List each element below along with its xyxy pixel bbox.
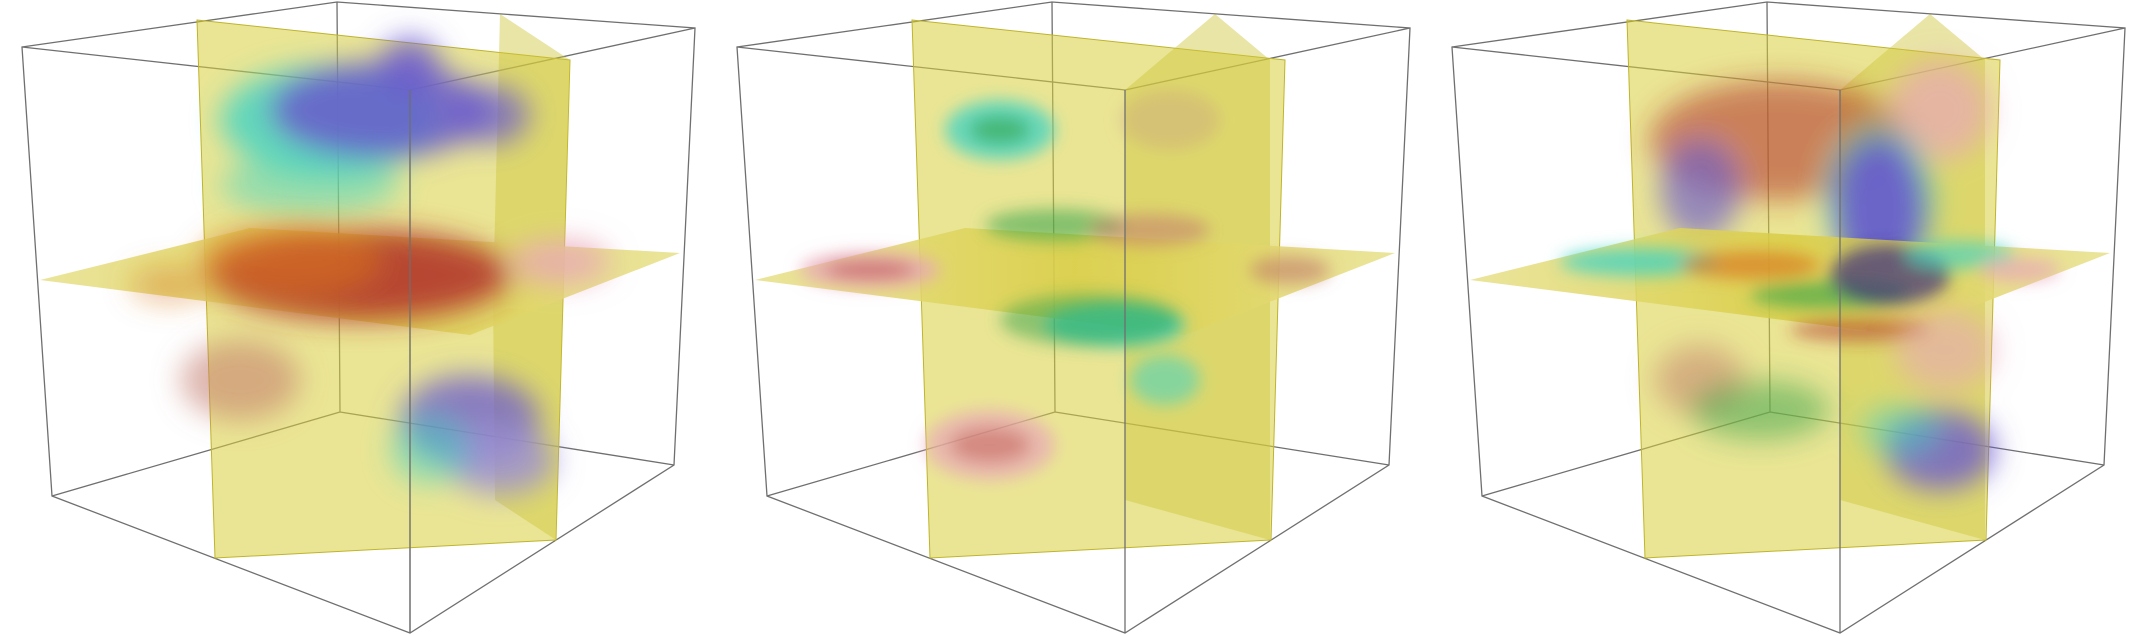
field-blobs-upper [1650, 60, 1990, 280]
field-blobs-middle [130, 225, 610, 320]
field-blobs-middle [1560, 241, 2060, 342]
field-blobs-lower [180, 340, 555, 495]
field-blobs-middle [800, 209, 1330, 347]
volume-panel-left [21, 1, 696, 634]
field-blobs-upper [220, 37, 530, 215]
field-blobs-upper [945, 90, 1220, 160]
slice-plane-xy [755, 228, 1395, 335]
field-blobs-lower [1655, 310, 1995, 490]
volume-panel-right [1451, 1, 2126, 634]
field-blobs-lower [925, 355, 1200, 480]
volume-panel-middle [736, 1, 1411, 634]
